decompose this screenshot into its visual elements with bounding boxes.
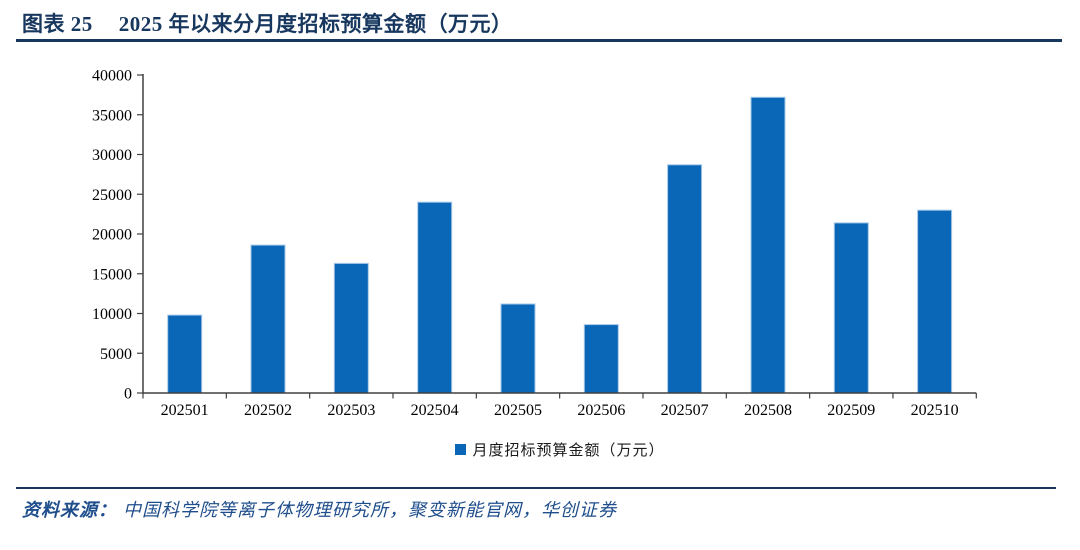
- y-tick-label: 25000: [92, 187, 132, 204]
- x-tick-label: 202502: [244, 402, 292, 419]
- x-tick-label: 202506: [577, 402, 625, 419]
- bar-chart: 0 5000 10000 15000 20000 25000 30000 35000 40000…: [92, 68, 977, 419]
- y-tick-label: 35000: [92, 107, 132, 124]
- y-tick-label: 20000: [92, 227, 132, 244]
- legend-marker-icon: [455, 443, 467, 455]
- bar-202508: [750, 96, 786, 394]
- x-tick-label: 202503: [327, 402, 375, 419]
- figure-title-text: 2025 年以来分月度招标预算金额（万元）: [118, 12, 513, 36]
- title-divider: [16, 39, 1062, 42]
- x-tick-label: 202507: [661, 402, 709, 419]
- source-note: 资料来源： 中国科学院等离子体物理研究所，聚变新能官网，华创证券: [22, 496, 1042, 522]
- x-tick-label: 202510: [911, 402, 959, 419]
- chart-legend: 月度招标预算金额（万元）: [143, 440, 977, 459]
- footer-divider: [16, 487, 1056, 489]
- bar-202505: [500, 303, 536, 394]
- chart-area: 0 5000 10000 15000 20000 25000 30000 35000 40000…: [92, 68, 977, 459]
- bar-202501: [167, 314, 203, 394]
- bar-202507: [667, 164, 703, 394]
- bar-202503: [333, 262, 369, 394]
- bar-202510: [917, 209, 953, 394]
- figure-number-label: 图表 25: [22, 12, 93, 36]
- bar-202504: [417, 201, 453, 394]
- x-tick-label: 202508: [744, 402, 792, 419]
- bar-202502: [250, 244, 286, 394]
- y-tick-label: 10000: [92, 306, 132, 323]
- bar-202506: [583, 324, 619, 394]
- y-tick-label: 5000: [100, 346, 132, 363]
- figure-title: 图表 25 2025 年以来分月度招标预算金额（万元）: [22, 8, 513, 38]
- source-text: 中国科学院等离子体物理研究所，聚变新能官网，华创证券: [123, 500, 617, 520]
- y-tick-label: 0: [124, 386, 132, 403]
- y-tick-label: 40000: [92, 68, 132, 85]
- y-tick-label: 15000: [92, 266, 132, 283]
- source-prefix-label: 资料来源：: [22, 500, 117, 520]
- x-tick-label: 202509: [827, 402, 875, 419]
- legend-label: 月度招标预算金额（万元）: [472, 442, 665, 459]
- bar-202509: [833, 222, 869, 394]
- y-tick-label: 30000: [92, 147, 132, 164]
- x-tick-label: 202501: [161, 402, 209, 419]
- x-tick-label: 202504: [411, 402, 459, 419]
- x-tick-label: 202505: [494, 402, 542, 419]
